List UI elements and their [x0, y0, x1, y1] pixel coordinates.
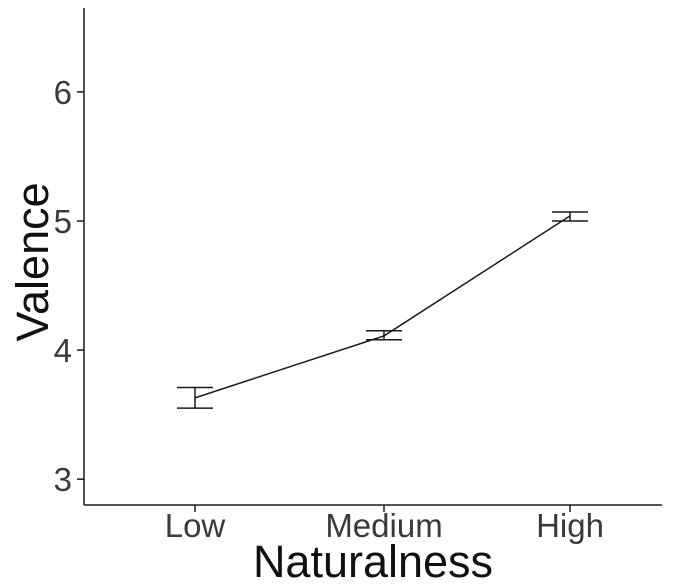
axes — [83, 8, 662, 506]
ticks: 3 4 5 6 Low Medium High — [54, 74, 604, 544]
error-bars — [177, 211, 588, 409]
x-tick-label: High — [536, 507, 604, 544]
error-bar — [177, 386, 213, 409]
y-tick-label: 3 — [54, 461, 72, 498]
y-tick-label: 6 — [54, 74, 72, 111]
error-bar — [552, 211, 588, 222]
y-tick-label: 4 — [54, 332, 72, 369]
x-tick-label: Medium — [325, 507, 442, 544]
series-line — [194, 215, 571, 399]
x-axis-title: Naturalness — [253, 536, 493, 583]
y-tick-label: 5 — [54, 203, 72, 240]
series-layer — [194, 215, 571, 399]
x-tick-label: Low — [165, 507, 226, 544]
error-bar — [366, 329, 402, 341]
y-axis-title: Valence — [7, 182, 58, 341]
